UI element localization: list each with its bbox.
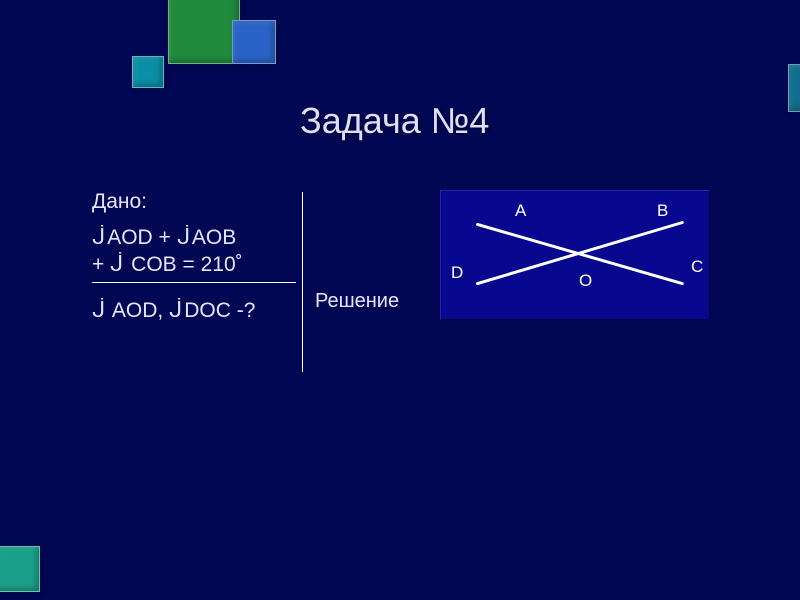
txt: COB = 210 <box>125 253 235 276</box>
angle-icon: ᒑ <box>92 298 105 323</box>
decor-square-5 <box>0 546 40 592</box>
decor-square-3 <box>232 20 276 64</box>
decor-square-4 <box>788 64 800 112</box>
given-line-2: + ᒑ COB = 210˚ <box>92 252 243 277</box>
page-title: Задача №4 <box>300 100 489 142</box>
diagram-point-label: C <box>691 257 703 277</box>
given-line-3: ᒑ AOD, ᒑDOC -? <box>92 298 255 323</box>
degree-symbol: ˚ <box>236 253 243 276</box>
angle-icon: ᒑ <box>110 252 123 277</box>
diagram-lines <box>441 191 709 319</box>
diagram-point-label: A <box>515 201 526 221</box>
txt: DOC -? <box>184 299 255 322</box>
diagram-point-label: B <box>657 201 668 221</box>
txt: + <box>92 253 110 276</box>
given-label: Дано: <box>92 190 147 214</box>
angle-icon: ᒑ <box>169 298 182 323</box>
solution-label: Решение <box>315 290 399 313</box>
diagram-point-label: O <box>579 271 592 291</box>
vertical-divider <box>302 192 303 372</box>
horizontal-divider <box>92 282 296 283</box>
decor-square-1 <box>132 56 164 88</box>
angle-icon: ᒑ <box>92 225 105 250</box>
given-line-1: ᒑAOD + ᒑAOB <box>92 225 236 250</box>
txt: AOD + <box>107 226 176 249</box>
angle-icon: ᒑ <box>177 225 190 250</box>
decor-square-2 <box>168 0 240 64</box>
txt: AOB <box>192 226 236 249</box>
txt: AOD, <box>107 299 169 322</box>
diagram-frame: A B D C O <box>440 190 710 320</box>
diagram-point-label: D <box>451 263 463 283</box>
